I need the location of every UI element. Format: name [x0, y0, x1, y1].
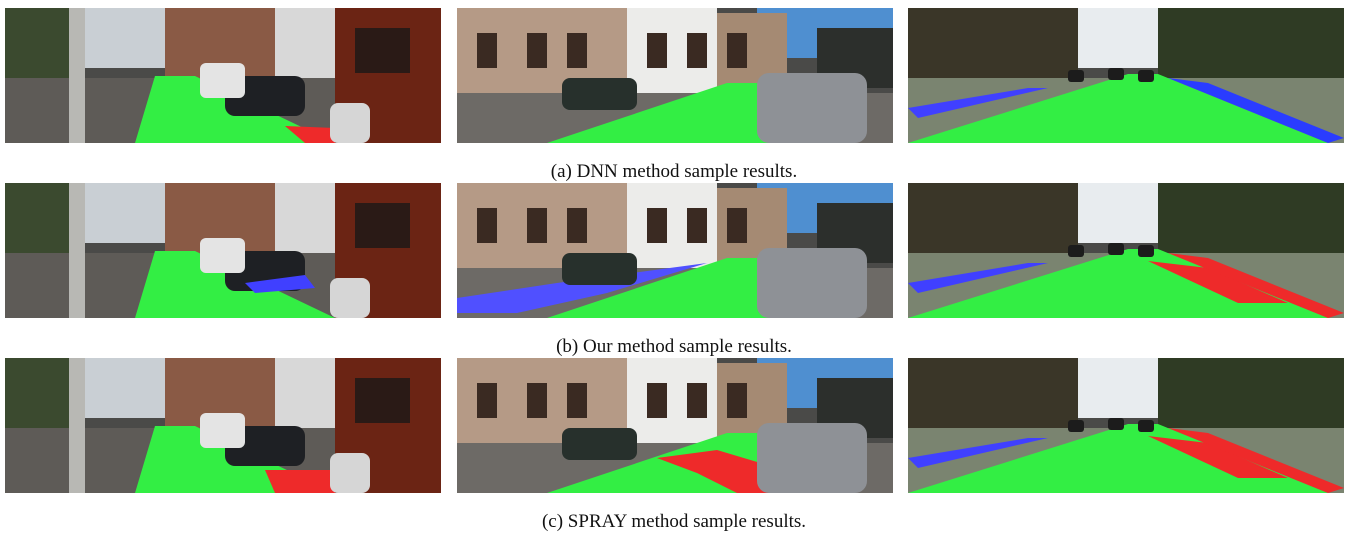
car — [1108, 68, 1124, 80]
truck-bumper — [330, 453, 370, 493]
error — [265, 470, 340, 493]
car — [757, 423, 867, 493]
car — [200, 238, 245, 273]
error — [1168, 428, 1344, 493]
truck-bumper — [330, 278, 370, 318]
window — [687, 383, 707, 418]
car — [562, 253, 637, 285]
building — [275, 183, 335, 253]
car — [200, 63, 245, 98]
sample-image — [908, 8, 1344, 143]
error — [908, 88, 1048, 118]
window — [527, 33, 547, 68]
window — [477, 208, 497, 243]
road — [908, 74, 1328, 143]
pole — [69, 8, 85, 143]
error — [245, 275, 315, 293]
window — [567, 33, 587, 68]
trees — [1158, 358, 1344, 428]
window — [727, 383, 747, 418]
error — [1168, 253, 1344, 318]
car — [1138, 420, 1154, 432]
car — [1068, 70, 1084, 82]
car — [757, 248, 867, 318]
truck-window — [355, 378, 410, 423]
window — [647, 33, 667, 68]
building — [275, 8, 335, 78]
sample-image — [457, 358, 893, 493]
window — [687, 208, 707, 243]
sample-image — [457, 183, 893, 318]
window — [727, 208, 747, 243]
car — [1068, 420, 1084, 432]
road — [547, 83, 807, 143]
window — [647, 383, 667, 418]
pole — [69, 183, 85, 318]
window — [527, 383, 547, 418]
car — [1108, 418, 1124, 430]
car — [1068, 245, 1084, 257]
error — [657, 450, 787, 493]
car — [562, 428, 637, 460]
error — [908, 263, 1048, 293]
window — [727, 33, 747, 68]
truck-window — [355, 28, 410, 73]
trees — [1158, 183, 1344, 253]
truck-bumper — [330, 103, 370, 143]
car — [1138, 70, 1154, 82]
error — [1148, 436, 1288, 478]
caption: (b) Our method sample results. — [556, 336, 792, 357]
car — [200, 413, 245, 448]
road — [908, 249, 1328, 318]
trees — [908, 8, 1078, 88]
window — [647, 208, 667, 243]
window — [527, 208, 547, 243]
building — [275, 358, 335, 428]
caption: (c) SPRAY method sample results. — [542, 511, 806, 532]
car — [562, 78, 637, 110]
trees — [1158, 8, 1344, 78]
error — [285, 126, 340, 143]
error — [457, 263, 707, 313]
trees — [908, 183, 1078, 263]
sample-image — [908, 358, 1344, 493]
car — [1108, 243, 1124, 255]
sample-image — [457, 8, 893, 143]
caption: (a) DNN method sample results. — [551, 161, 797, 182]
road — [908, 424, 1328, 493]
window — [567, 383, 587, 418]
sample-image — [908, 183, 1344, 318]
window — [477, 383, 497, 418]
error — [908, 438, 1048, 468]
truck-window — [355, 203, 410, 248]
car — [1138, 245, 1154, 257]
error — [1168, 78, 1344, 143]
sample-image — [5, 8, 441, 143]
window — [567, 208, 587, 243]
road — [547, 258, 807, 318]
window — [477, 33, 497, 68]
trees — [908, 358, 1078, 438]
car — [757, 73, 867, 143]
sample-image — [5, 358, 441, 493]
error — [1148, 261, 1288, 303]
sample-image — [5, 183, 441, 318]
pole — [69, 358, 85, 493]
window — [687, 33, 707, 68]
